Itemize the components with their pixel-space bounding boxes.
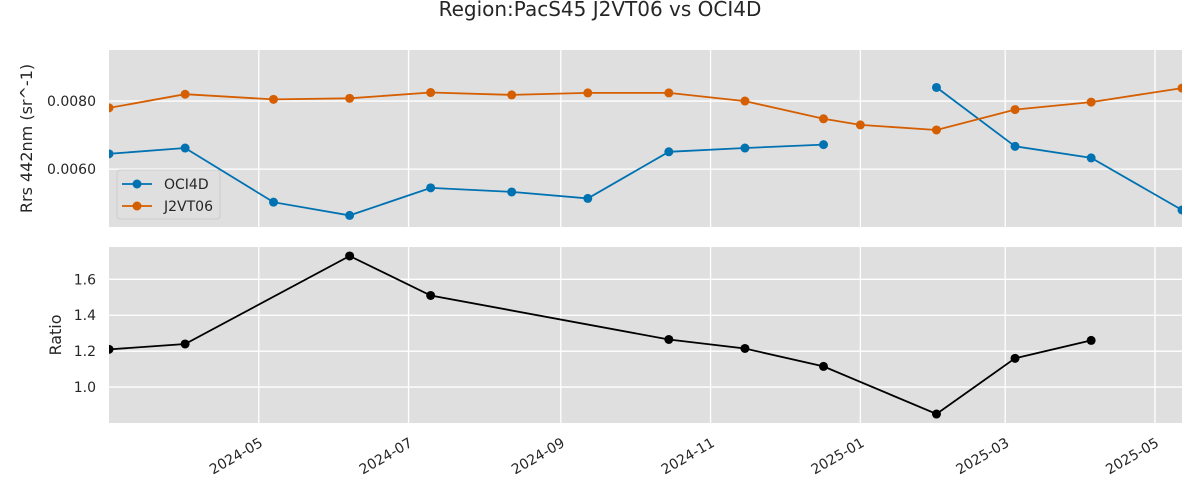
data-point-j2vt06 [507,90,517,100]
data-point-ratio [426,290,436,300]
panel-0: 0.0060 0.0080 Rrs 442nm (sr^-1) OCI4D J2VT06 [17,50,1182,227]
data-point-ratio [664,334,674,344]
data-point-oci4d [931,82,941,92]
data-point-oci4d [1010,141,1020,151]
data-point-oci4d [583,193,593,203]
data-point-j2vt06 [426,88,436,98]
x-tick-label: 2024-05 [207,435,266,478]
y-axis-label: Ratio [46,314,65,355]
data-point-ratio [180,339,190,349]
data-point-ratio [109,344,114,354]
series-line-oci4d [109,143,824,217]
legend-marker-j2vt06 [132,201,142,211]
y-tick-label: 0.0080 [47,94,96,110]
data-point-oci4d [426,183,436,193]
data-layer [109,251,1096,419]
data-point-j2vt06 [819,114,829,124]
data-point-oci4d [819,140,829,150]
data-point-oci4d [740,143,750,153]
y-tick-label: 1.0 [74,380,96,396]
data-point-j2vt06 [931,125,941,135]
y-tick-label: 1.2 [74,344,96,360]
data-point-j2vt06 [269,94,279,104]
data-point-j2vt06 [1177,83,1182,93]
data-point-oci4d [664,147,674,157]
data-point-j2vt06 [180,89,190,99]
x-tick-label: 2024-09 [509,435,568,478]
data-point-j2vt06 [855,120,865,130]
data-point-ratio [740,343,750,353]
x-tick-label: 2024-11 [659,435,718,478]
data-point-j2vt06 [1086,97,1096,107]
x-tick-label: 2025-01 [809,435,868,478]
data-point-oci4d [507,187,517,197]
panel-1: 1.0 1.2 1.4 1.6 Ratio 2024-05 2024-07 2024-09 20… [46,247,1182,478]
legend: OCI4D J2VT06 [116,169,221,220]
data-point-j2vt06 [740,96,750,106]
data-point-ratio [931,409,941,419]
data-point-oci4d [180,143,190,153]
x-tick-label: 2025-03 [953,435,1012,478]
data-point-j2vt06 [109,103,114,113]
data-point-oci4d [1086,153,1096,163]
data-point-oci4d [109,149,114,159]
series-line-ratio [109,254,1092,416]
y-tick-label: 1.6 [74,272,96,288]
data-layer [109,82,1182,220]
data-point-ratio [1086,335,1096,345]
legend-label-j2vt06: J2VT06 [163,199,213,215]
x-tick-label: 2025-05 [1103,435,1162,478]
data-point-oci4d [345,210,355,220]
data-point-j2vt06 [1010,105,1020,115]
y-tick-label: 1.4 [74,308,96,324]
data-point-j2vt06 [664,88,674,98]
legend-marker-oci4d [132,179,142,189]
data-point-j2vt06 [345,93,355,103]
y-tick-label: 0.0060 [47,162,96,178]
chart-title: Region:PacS45 J2VT06 vs OCI4D [439,0,762,21]
data-point-oci4d [269,197,279,207]
data-point-ratio [345,251,355,261]
data-point-ratio [1010,353,1020,363]
plots-layer: 0.0060 0.0080 Rrs 442nm (sr^-1) OCI4D J2VT06… [17,50,1182,478]
y-axis-label: Rrs 442nm (sr^-1) [17,64,36,213]
data-point-oci4d [1177,205,1182,215]
series-line-oci4d [935,86,1182,211]
data-point-ratio [819,361,829,371]
legend-label-oci4d: OCI4D [164,177,209,193]
data-point-j2vt06 [583,88,593,98]
x-tick-label: 2024-07 [357,435,416,478]
